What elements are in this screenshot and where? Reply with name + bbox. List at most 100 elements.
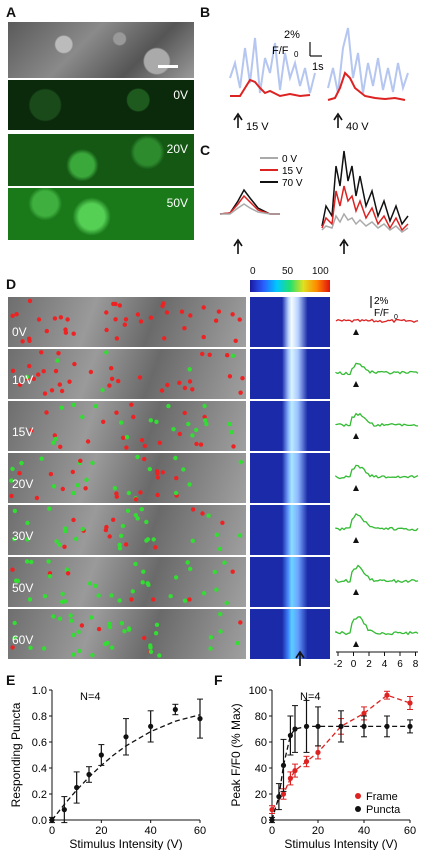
panel-d-trace [335,464,419,491]
punctum-dot [104,327,109,333]
data-point [280,791,287,797]
scale-unit: F/F [272,45,289,57]
x-tick-label: 40 [145,825,157,837]
colorbar-tick: 50 [282,266,294,277]
punctum-dot [182,385,188,391]
punctum-dot [104,310,109,315]
scale-value: 2% [284,29,300,41]
y-tick-label: 60 [255,737,267,749]
punctum-dot [237,317,242,322]
punctum-dot [182,410,187,416]
punctum-dot [148,315,154,320]
colorbar-tick: 0 [250,266,256,277]
data-point [361,710,367,716]
punctum-dot [12,508,18,514]
puncta-dots [10,559,235,606]
data-point [338,723,344,729]
punctum-dot [60,591,65,597]
panel-a-voltage-label: 0V [173,88,188,102]
trace-line [335,362,419,376]
punctum-dot [227,374,233,379]
panel-d-image-row: 0V [8,297,246,347]
punctum-dot [84,477,89,482]
punctum-dot [69,618,74,623]
punctum-dot [46,559,51,564]
legend-label: 15 V [282,166,303,177]
punctum-dot [76,629,81,635]
trace-40v-mean [327,71,406,101]
data-point [74,784,80,791]
punctum-dot [122,322,128,327]
punctum-dot [114,494,120,499]
punctum-dot [126,627,132,632]
punctum-dot [133,561,138,567]
trace-line [335,564,419,584]
data-point [315,749,321,755]
punctum-dot [214,532,220,537]
punctum-dot [96,593,101,598]
punctum-dot [25,537,30,542]
punctum-dot [154,419,159,424]
punctum-dot [36,317,42,322]
punctum-dot [187,482,192,487]
panel-e-letter: E [6,672,16,688]
punctum-dot [68,613,73,618]
punctum-dot [214,587,219,592]
punctum-dot [206,513,211,518]
punctum-dot [138,319,144,324]
time-tick-label: 4 [382,659,388,670]
punctum-dot [111,517,116,522]
panel-f-letter: F [214,672,223,688]
arrow-label: 15 V [246,121,269,133]
punctum-dot [117,546,123,551]
punctum-dot [109,593,114,598]
data-point [269,807,275,813]
punctum-dot [182,598,188,603]
punctum-dot [71,652,76,657]
time-tick-label: 0 [351,659,357,670]
punctum-dot [41,646,47,651]
data-point [303,723,310,729]
punctum-dot [71,632,76,638]
punctum-dot [173,575,179,580]
stimulus-marker-icon [353,381,359,387]
punctum-dot [51,440,56,445]
punctum-dot [79,623,85,628]
punctum-dot [187,367,192,372]
punctum-dot [28,645,33,650]
data-point [280,762,287,768]
y-axis-label: Responding Puncta [9,702,23,807]
punctum-dot [58,315,64,320]
punctum-dot [147,466,152,472]
punctum-dot [122,629,127,634]
punctum-dot [109,645,115,650]
punctum-dot [137,375,143,380]
punctum-dot [67,379,72,384]
punctum-dot [229,430,234,435]
punctum-dot [208,646,213,651]
punctum-dot [72,361,77,367]
punctum-dot [57,542,62,547]
panel-a-green-image-50v: 50V [8,188,194,240]
punctum-dot [217,546,223,552]
trace-scale-sub: 0 [394,314,398,321]
y-axis-label: Peak F/F0 (% Max) [229,703,243,806]
scale-bar [158,65,178,68]
punctum-dot [71,402,76,407]
panel-d-image-row: 30V [8,505,246,555]
punctum-dot [27,338,32,343]
punctum-dot [51,614,56,619]
fit-curve [51,714,201,821]
punctum-dot [9,478,14,483]
punctum-dot [238,390,243,395]
punctum-dot [27,597,33,602]
punctum-dot [207,352,212,357]
punctum-dot [153,545,158,550]
punctum-dot [10,567,15,572]
punctum-dot [12,536,17,542]
legend-label: 0 V [282,154,297,165]
y-tick-label: 40 [255,763,267,775]
trace-line [335,616,419,636]
punctum-dot [17,382,23,387]
punctum-dot [142,635,147,641]
